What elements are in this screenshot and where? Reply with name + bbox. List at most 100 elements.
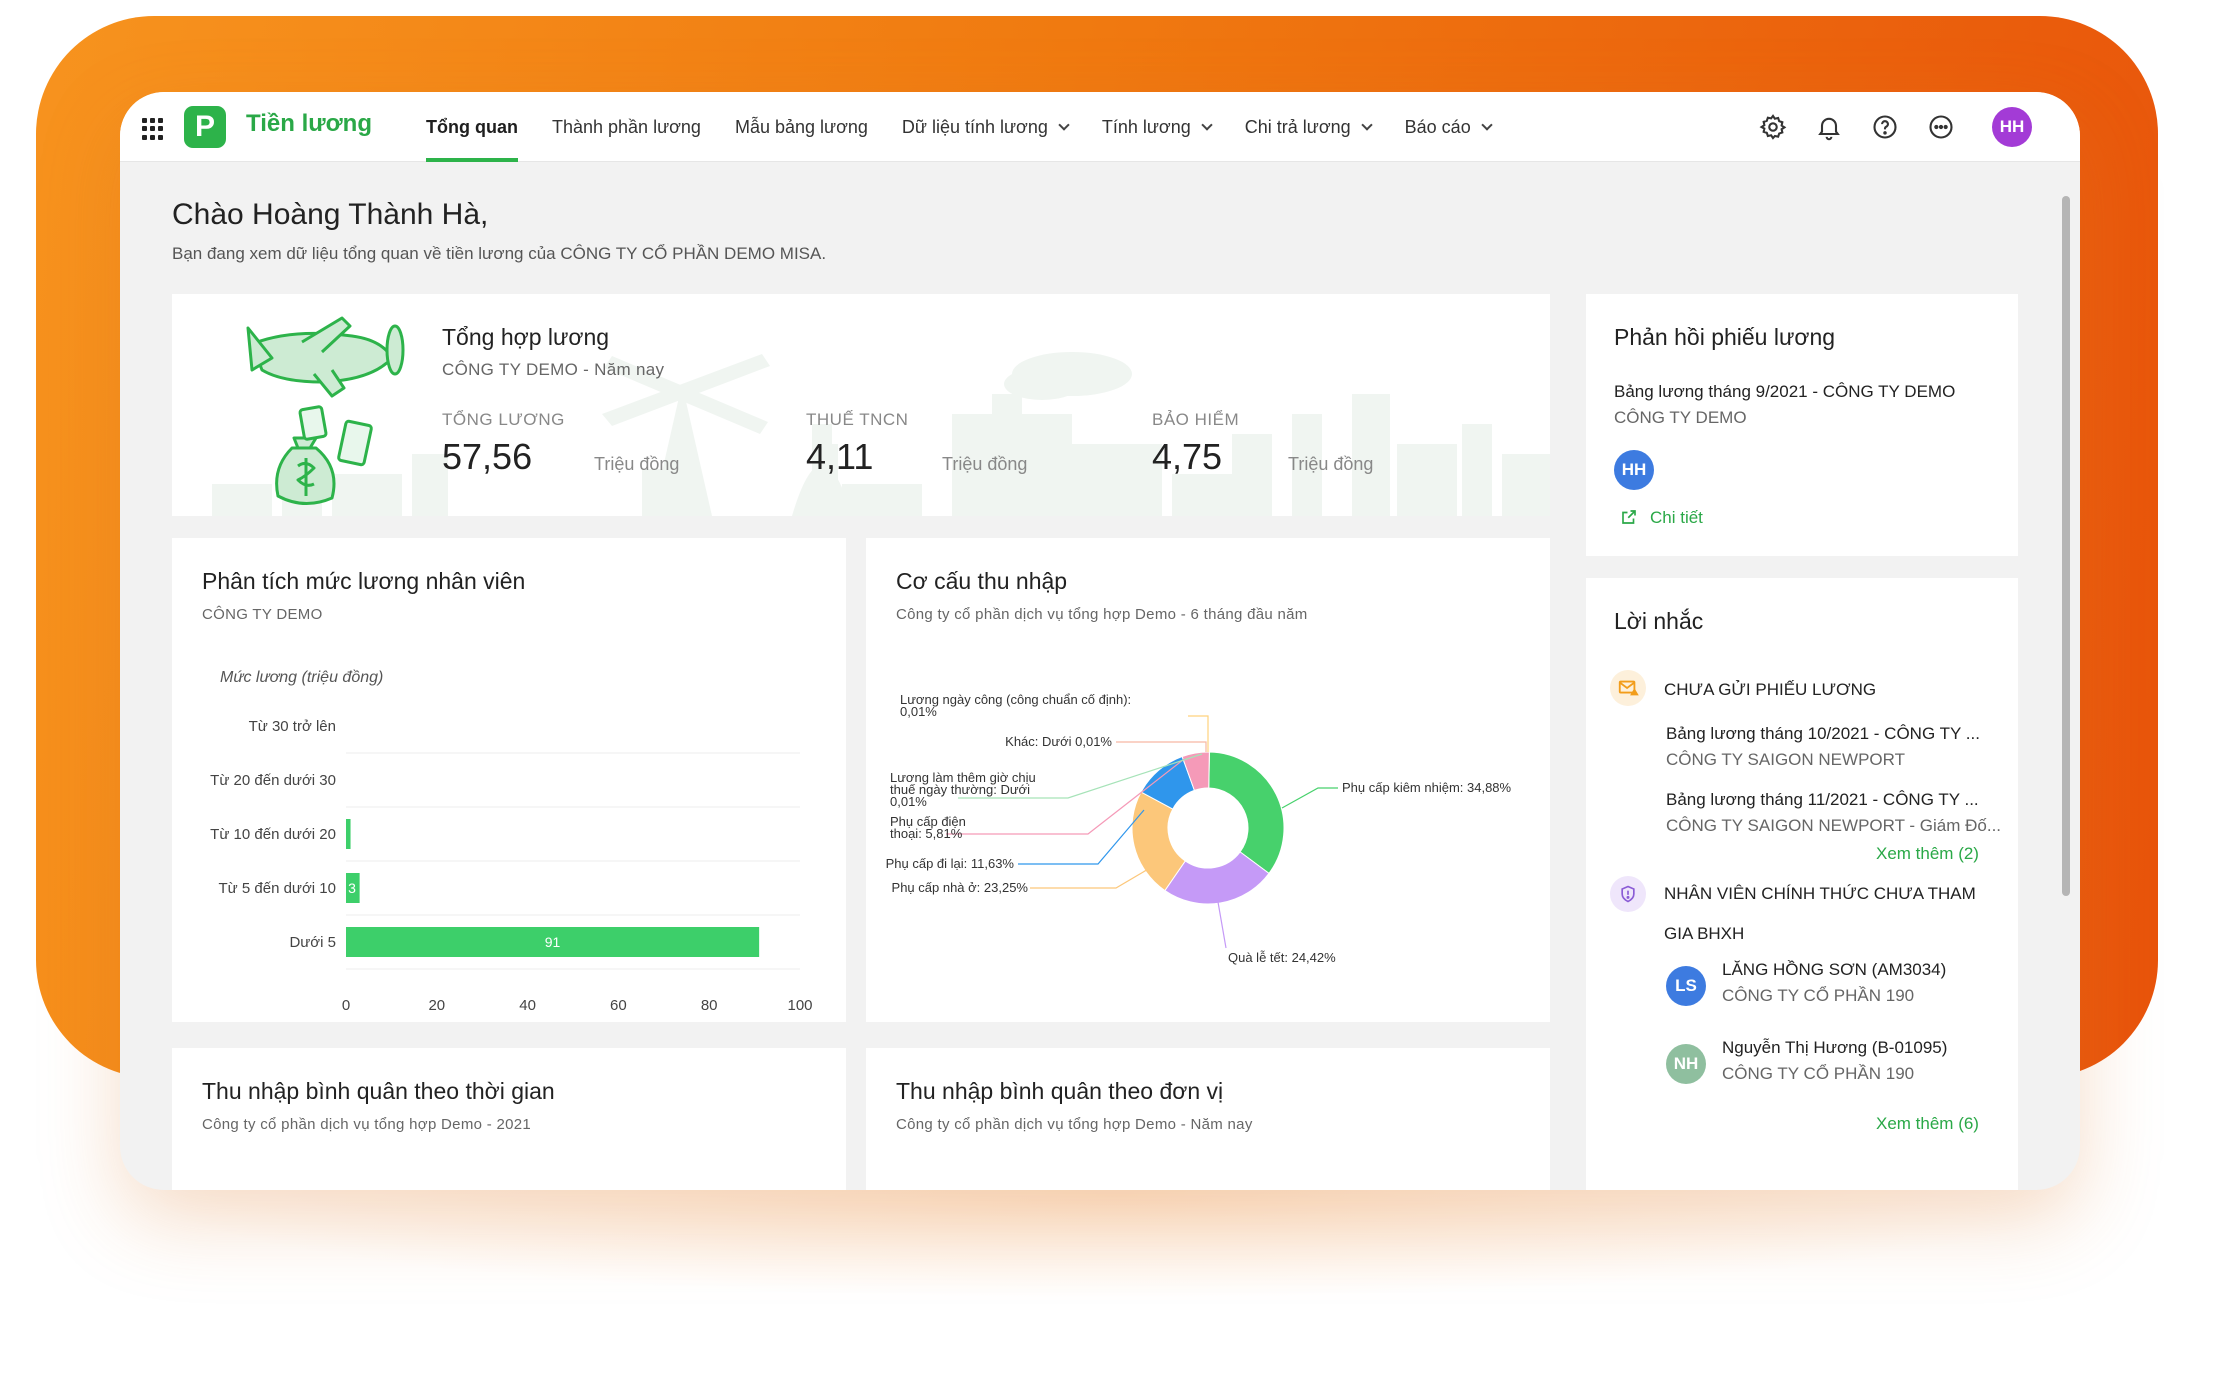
slice-label: Quà lễ tết: 24,42% [1228, 950, 1336, 965]
nav-tab-thanh-phan-luong[interactable]: Thành phần lương [551, 116, 701, 137]
top-navigation-bar: P Tiền lương Tổng quan Thành phần lương … [120, 92, 2080, 162]
x-tick-label: 80 [701, 997, 718, 1014]
app-grid-icon[interactable] [142, 118, 164, 140]
bar-data-label: 91 [545, 934, 561, 950]
employee-avatar-ls[interactable]: LS [1666, 966, 1706, 1006]
see-more-unsent-link[interactable]: Xem thêm (2) [1876, 844, 1979, 863]
x-tick-label: 60 [610, 997, 627, 1014]
slice-leader-line [1281, 787, 1338, 809]
reminders-card: Lời nhắc CHƯA GỬI PHIẾU LƯƠNG Bảng lương… [1586, 578, 2018, 1190]
donut-slice [1208, 751, 1285, 875]
employee-name-2[interactable]: Nguyễn Thị Hương (B-01095) [1722, 1038, 1948, 1057]
salary-bar-chart: Mức lương (triệu đồng) Từ 30 trở lên Từ 20… [210, 669, 812, 1014]
avg-unit-subtitle: Công ty cổ phần dịch vụ tổng hợp Demo - … [896, 1116, 1253, 1133]
stat-label-bao-hiem: BẢO HIỂM [1152, 410, 1240, 429]
reminder-group-title-unsent: CHƯA GỬI PHIẾU LƯƠNG [1664, 680, 1877, 699]
x-tick-label: 100 [787, 997, 812, 1014]
nav-tab-du-lieu-tinh-luong[interactable]: Dữ liệu tính lương [902, 92, 1070, 162]
y-tick-label: Từ 20 đến dưới 30 [210, 772, 336, 789]
mail-warning-icon [1610, 670, 1646, 706]
external-link-icon [1620, 508, 1638, 531]
income-structure-subtitle: Công ty cổ phần dịch vụ tổng hợp Demo - … [896, 606, 1308, 623]
salary-analysis-subtitle: CÔNG TY DEMO [202, 606, 323, 623]
summary-card: Tổng hợp lương CÔNG TY DEMO - Năm nay TỔ… [172, 294, 1550, 516]
stat-value-thue-tncn: 4,11 [806, 436, 874, 477]
slice-label: thoại: 5,81% [890, 826, 963, 841]
avg-income-unit-card: Thu nhập bình quân theo đơn vị Công ty c… [866, 1048, 1550, 1190]
salary-analysis-title: Phân tích mức lương nhân viên [202, 568, 526, 594]
employee-avatar-nh[interactable]: NH [1666, 1044, 1706, 1084]
feedback-company: CÔNG TY DEMO [1614, 408, 1747, 427]
app-window: P Tiền lương Tổng quan Thành phần lương … [120, 92, 2080, 1190]
feedback-avatar[interactable]: HH [1614, 450, 1654, 490]
slice-label: thuế ngày thường: Dưới [890, 782, 1030, 797]
y-tick-label: Từ 30 trở lên [249, 718, 336, 735]
avg-time-title: Thu nhập bình quân theo thời gian [202, 1078, 555, 1104]
stat-unit-thue-tncn: Triệu đồng [942, 454, 1028, 474]
nav-tab-tong-quan[interactable]: Tổng quan [426, 92, 518, 162]
slice-leader-line [1030, 867, 1151, 889]
slice-label: Phụ cấp nhà ở: 23,25% [892, 880, 1029, 895]
reminder-payroll-2[interactable]: Bảng lương tháng 11/2021 - CÔNG TY ... [1666, 790, 1979, 809]
x-tick-label: 40 [519, 997, 536, 1014]
bar [346, 927, 760, 957]
donut-slice [1164, 851, 1270, 905]
income-structure-card: Cơ cấu thu nhập Công ty cổ phần dịch vụ … [866, 538, 1550, 1022]
reminder-group-title-bhxh-1: NHÂN VIÊN CHÍNH THỨC CHƯA THAM [1664, 884, 1976, 903]
slice-label: 0,01% [890, 794, 927, 809]
bar [346, 819, 351, 849]
slice-label: 0,01% [900, 704, 937, 719]
feedback-title: Phản hồi phiếu lương [1614, 324, 1836, 350]
salary-analysis-card: Phân tích mức lương nhân viên CÔNG TY DE… [172, 538, 846, 1022]
vertical-scrollbar[interactable] [2062, 196, 2070, 896]
nav-tab-mau-bang-luong[interactable]: Mẫu bảng lương [734, 116, 868, 137]
greeting-subtitle: Bạn đang xem dữ liệu tổng quan về tiền l… [172, 244, 827, 263]
reminder-payroll-1-company: CÔNG TY SAIGON NEWPORT [1666, 750, 1905, 769]
slice-label: Lương làm thêm giờ chịu [890, 770, 1036, 785]
help-icon[interactable] [1870, 112, 1900, 142]
x-tick-label: 0 [342, 997, 350, 1014]
summary-title: Tổng hợp lương [442, 324, 610, 350]
stat-label-tong-luong: TỔNG LƯƠNG [442, 410, 565, 429]
top-right-icons: HH [1732, 92, 2080, 162]
see-more-bhxh-link[interactable]: Xem thêm (6) [1876, 1114, 1979, 1133]
chevron-down-icon [1201, 118, 1213, 131]
reminder-group-title-bhxh-2: GIA BHXH [1664, 924, 1745, 943]
slice-leader-line [1018, 809, 1145, 865]
reminders-title: Lời nhắc [1614, 608, 1704, 634]
stat-unit-tong-luong: Triệu đồng [594, 454, 680, 474]
city-silhouette-decoration [212, 352, 1550, 516]
reminder-payroll-1[interactable]: Bảng lương tháng 10/2021 - CÔNG TY ... [1666, 724, 1980, 743]
feedback-detail-link[interactable]: Chi tiết [1650, 508, 1703, 527]
employee-company-1: CÔNG TY CỔ PHẦN 190 [1722, 986, 1915, 1005]
bell-icon[interactable] [1814, 112, 1844, 142]
slice-label: Phụ cấp kiêm nhiệm: 34,88% [1342, 780, 1512, 795]
nav-tab-bao-cao[interactable]: Báo cáo [1405, 92, 1493, 162]
avg-unit-title: Thu nhập bình quân theo đơn vị [896, 1078, 1224, 1104]
app-logo[interactable]: P [184, 106, 226, 148]
user-avatar[interactable]: HH [1992, 107, 2032, 147]
app-brand-name[interactable]: Tiền lương [246, 110, 372, 137]
y-tick-label: Từ 10 đến dưới 20 [210, 826, 336, 843]
feedback-payroll-name[interactable]: Bảng lương tháng 9/2021 - CÔNG TY DEMO [1614, 382, 1956, 401]
more-icon[interactable] [1926, 112, 1956, 142]
y-axis-title: Mức lương (triệu đồng) [220, 669, 383, 686]
stat-value-tong-luong: 57,56 [442, 436, 533, 477]
employee-name-1[interactable]: LĂNG HỒNG SƠN (AM3034) [1722, 960, 1947, 979]
income-structure-title: Cơ cấu thu nhập [896, 568, 1068, 594]
bar [346, 873, 360, 903]
donut-slice [1181, 751, 1210, 792]
settings-icon[interactable] [1758, 112, 1788, 142]
slice-label: Phụ cấp điện [890, 814, 966, 829]
payslip-feedback-card: Phản hồi phiếu lương Bảng lương tháng 9/… [1586, 294, 2018, 556]
stat-unit-bao-hiem: Triệu đồng [1288, 454, 1374, 474]
y-tick-label: Từ 5 đến dưới 10 [219, 880, 336, 897]
stat-label-thue-tncn: THUẾ TNCN [806, 410, 909, 429]
nav-tab-chi-tra-luong[interactable]: Chi trả lương [1245, 92, 1373, 162]
chevron-down-icon [1360, 118, 1373, 131]
shield-icon [1610, 876, 1646, 912]
avg-time-subtitle: Công ty cổ phần dịch vụ tổng hợp Demo - … [202, 1116, 532, 1133]
y-tick-label: Dưới 5 [289, 934, 336, 951]
nav-tab-tinh-luong[interactable]: Tính lương [1102, 92, 1213, 162]
